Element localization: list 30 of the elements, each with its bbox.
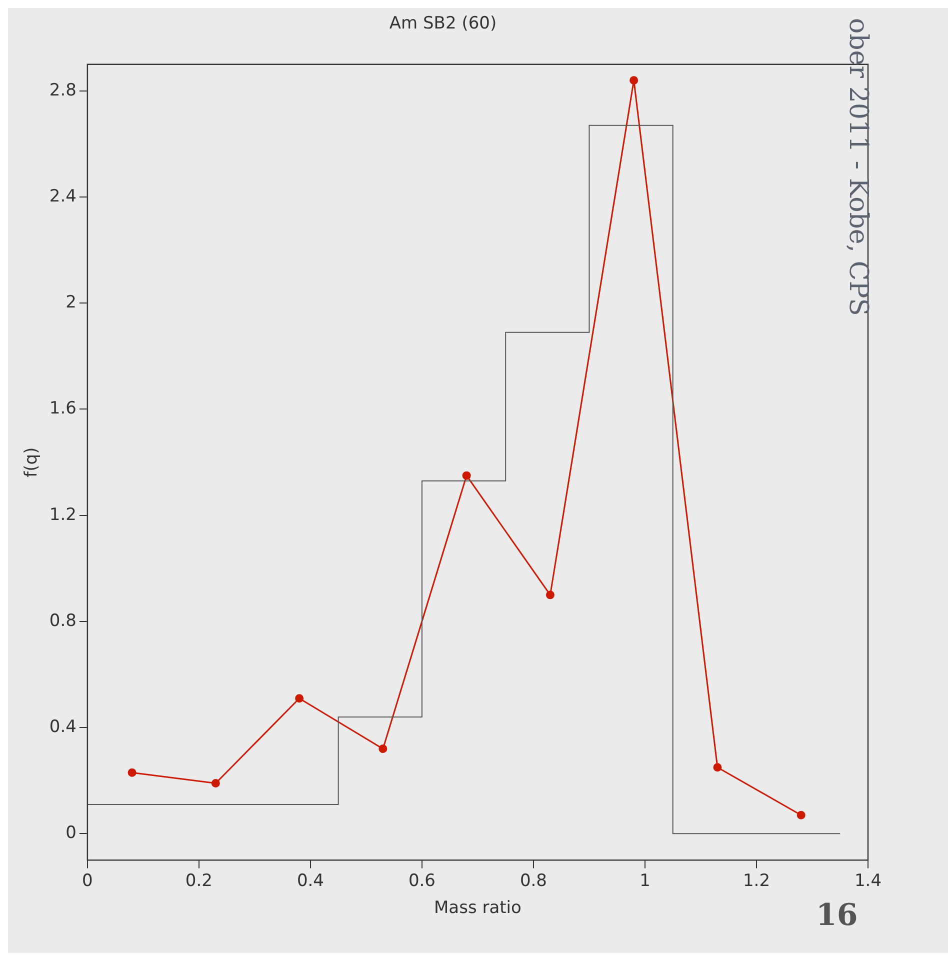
x-tick-label: 0.2 bbox=[185, 870, 212, 891]
x-tick-label: 1 bbox=[640, 870, 650, 891]
x-tick-label: 1.4 bbox=[854, 870, 882, 891]
x-axis-title: Mass ratio bbox=[434, 898, 522, 918]
point bbox=[713, 763, 722, 772]
point bbox=[796, 810, 806, 820]
point bbox=[546, 590, 554, 600]
point bbox=[462, 471, 471, 480]
text: 16 bbox=[816, 898, 858, 933]
y-tick-label: 2 bbox=[66, 292, 76, 313]
x-tick-label: 0.6 bbox=[408, 870, 436, 891]
chart-title: Am SB2 (60) bbox=[389, 14, 497, 34]
x-tick-label: 0.4 bbox=[296, 870, 324, 891]
y-tick-label: 0 bbox=[66, 823, 76, 844]
point bbox=[378, 744, 388, 754]
y-tick-label: 2.8 bbox=[49, 80, 76, 100]
x-tick-label: 0.8 bbox=[520, 870, 547, 891]
annotation: ober 2011 - Kobe, CPS bbox=[843, 18, 873, 316]
y-tick-label: 1.6 bbox=[49, 398, 76, 419]
point bbox=[211, 779, 220, 788]
y-tick-label: 2.4 bbox=[49, 186, 76, 206]
y-axis-title: f(q) bbox=[22, 447, 42, 478]
x-tick-label: 0 bbox=[82, 870, 93, 891]
y-tick-label: 1.2 bbox=[49, 504, 76, 525]
y-tick-label: 0.4 bbox=[49, 716, 76, 737]
y-tick-label: 0.8 bbox=[49, 610, 76, 631]
x-tick-label: 1.2 bbox=[742, 870, 770, 891]
point bbox=[295, 694, 304, 703]
point bbox=[630, 76, 638, 85]
point bbox=[128, 768, 136, 777]
